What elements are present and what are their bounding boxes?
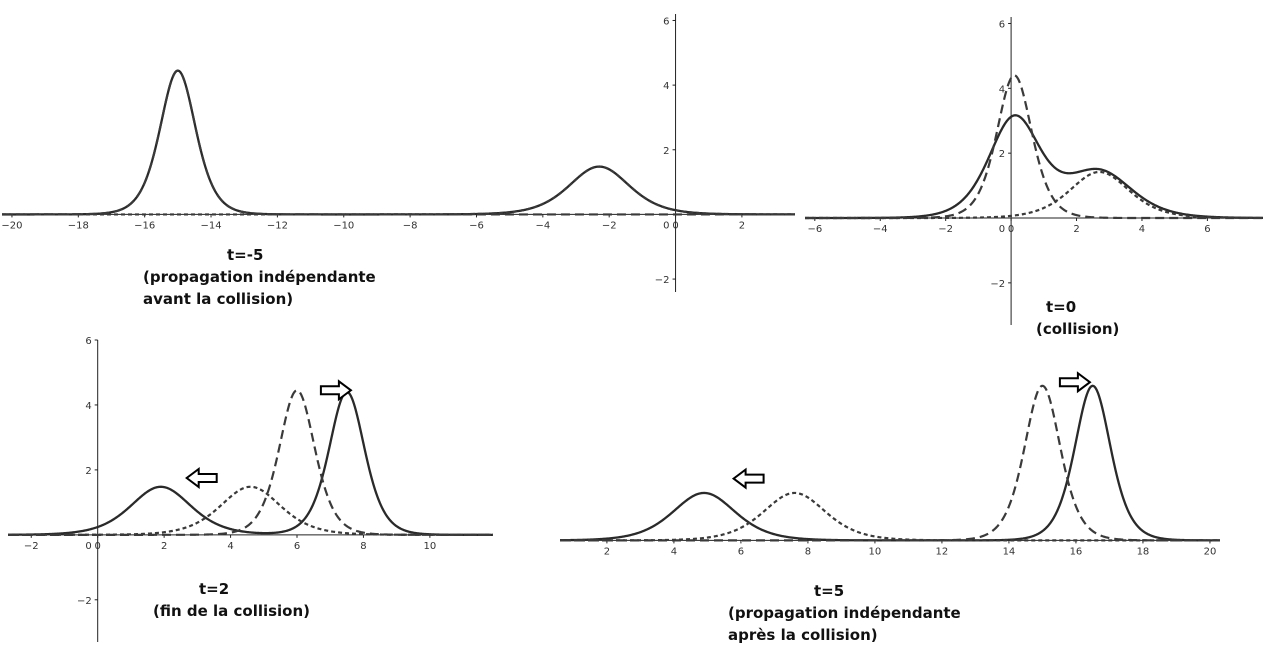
caption-line: après la collision) <box>728 626 878 644</box>
y-tick-label: 2 <box>85 466 91 477</box>
caption-t-minus-5: t=-5 (propagation indépendante avant la … <box>143 244 403 310</box>
x-tick-label: 0 <box>672 220 678 231</box>
x-tick-label: 18 <box>1137 546 1150 557</box>
caption-line: t=5 <box>814 582 845 600</box>
series-line-solid <box>804 114 1264 220</box>
x-tick-label: −12 <box>267 220 288 231</box>
x-tick-label: −4 <box>873 224 888 235</box>
series-line-solid <box>7 390 494 536</box>
series-line-dotted <box>2 165 795 216</box>
y-tick-label: 2 <box>999 149 1005 160</box>
x-tick-label: −6 <box>469 220 484 231</box>
caption-line: (propagation indépendante <box>728 604 961 622</box>
caption-line: t=-5 <box>227 246 264 264</box>
x-tick-label: 6 <box>1204 224 1210 235</box>
caption-line: avant la collision) <box>143 290 294 308</box>
caption-line: t=2 <box>199 580 230 598</box>
y-tick-label: −2 <box>77 596 92 607</box>
chart-panel-t5: 2 4 6 8 10 12 14 16 18 20 <box>555 370 1265 570</box>
x-tick-label: −18 <box>68 220 89 231</box>
series-line-dashed <box>560 384 1220 542</box>
y-tick-label: 6 <box>85 336 91 347</box>
chart-panel-t2: −2 0 2 4 6 8 10 −2 2 4 6 0 <box>0 330 510 656</box>
arrow-left-icon <box>731 467 765 490</box>
y-tick-label: 6 <box>999 19 1005 30</box>
x-tick-label: −10 <box>333 220 354 231</box>
caption-line: t=0 <box>1046 298 1077 316</box>
x-tick-label: 4 <box>227 541 233 552</box>
series-line-dotted <box>7 485 494 536</box>
series-line-solid <box>559 384 1221 542</box>
x-tick-label: 10 <box>424 541 437 552</box>
x-tick-label: 14 <box>1003 546 1016 557</box>
x-tick-label: 8 <box>360 541 366 552</box>
arrow-right-icon <box>1058 371 1092 394</box>
series-line-dotted <box>560 491 1220 542</box>
series-line-dashed <box>804 74 1264 220</box>
x-tick-label: 0 <box>95 541 101 552</box>
caption-t5: t=5 (propagation indépendante après la c… <box>728 580 988 646</box>
series-line-dotted <box>804 170 1264 220</box>
y-tick-label: 4 <box>999 84 1005 95</box>
chart-panel-t0: −6 −4 −2 0 2 4 6 −2 2 4 6 0 <box>800 0 1265 340</box>
x-tick-label: 4 <box>671 546 677 557</box>
y-tick-label: 2 <box>663 146 669 157</box>
x-tick-label: −2 <box>602 220 617 231</box>
caption-line: (propagation indépendante <box>143 268 376 286</box>
x-tick-label: −14 <box>200 220 221 231</box>
x-tick-label: −8 <box>403 220 418 231</box>
chart-svg: 2 4 6 8 10 12 14 16 18 20 <box>559 371 1221 557</box>
arrow-left-icon <box>185 467 218 489</box>
x-tick-label: 10 <box>869 546 882 557</box>
y-tick-label: 6 <box>663 16 669 27</box>
x-tick-label: −2 <box>938 224 953 235</box>
caption-t0: t=0 (collision) <box>1036 296 1156 340</box>
x-tick-label: −2 <box>24 541 39 552</box>
caption-t2: t=2 (fin de la collision) <box>153 578 333 622</box>
caption-line: (fin de la collision) <box>153 602 311 620</box>
x-tick-label: 6 <box>294 541 300 552</box>
x-tick-label: 0 <box>1008 224 1014 235</box>
chart-svg: −6 −4 −2 0 2 4 6 −2 2 4 6 0 <box>804 17 1264 325</box>
series-line-dashed <box>7 389 494 536</box>
x-tick-label: 8 <box>805 546 811 557</box>
y-tick-label: 4 <box>663 81 669 92</box>
x-tick-label: 16 <box>1070 546 1083 557</box>
y-tick-label: −2 <box>655 275 670 286</box>
x-tick-label: 20 <box>1204 546 1217 557</box>
x-tick-label: −20 <box>1 220 22 231</box>
x-tick-label: −4 <box>535 220 550 231</box>
x-tick-label: −16 <box>134 220 155 231</box>
origin-label: 0 <box>85 541 91 552</box>
origin-label: 0 <box>999 224 1005 235</box>
x-tick-label: 2 <box>161 541 167 552</box>
origin-label: 0 <box>663 220 669 231</box>
x-tick-label: 2 <box>1073 224 1079 235</box>
series-line-dashed <box>2 69 795 216</box>
x-tick-label: −6 <box>807 224 822 235</box>
x-tick-label: 2 <box>604 546 610 557</box>
y-tick-label: 4 <box>85 401 91 412</box>
x-tick-label: 2 <box>739 220 745 231</box>
y-tick-label: −2 <box>990 279 1005 290</box>
x-tick-label: 4 <box>1139 224 1145 235</box>
caption-line: (collision) <box>1036 320 1120 338</box>
chart-panel-t-minus-5: −20 −18 −16 −14 −12 −10 −8 −6 −4 −2 0 2 −2 2 4 6 0 <box>0 0 800 300</box>
x-tick-label: 6 <box>738 546 744 557</box>
chart-svg: −2 0 2 4 6 8 10 −2 2 4 6 0 <box>7 336 494 642</box>
x-tick-label: 12 <box>936 546 949 557</box>
arrow-right-icon <box>319 379 353 402</box>
